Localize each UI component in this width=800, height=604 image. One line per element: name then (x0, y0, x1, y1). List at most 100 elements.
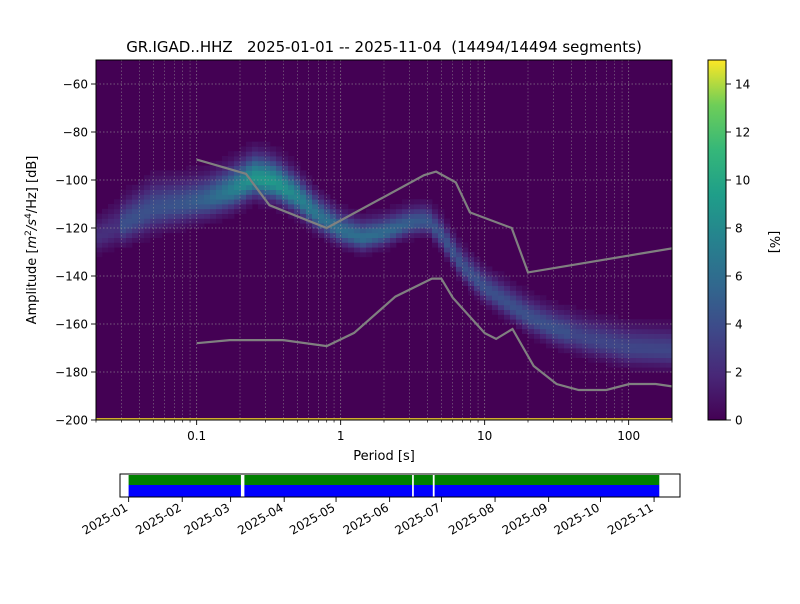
density-cell (552, 328, 559, 334)
density-cell (588, 357, 595, 363)
density-cell (432, 213, 439, 219)
density-cell (102, 208, 109, 214)
density-cell (186, 223, 193, 229)
density-cell (228, 180, 235, 186)
density-cell (594, 348, 601, 354)
density-cell (624, 328, 631, 334)
density-cell (456, 256, 463, 262)
density-cell (312, 223, 319, 229)
psd-coverage-bar (434, 475, 660, 485)
density-cell (126, 223, 133, 229)
density-cell (318, 189, 325, 195)
density-cell (342, 237, 349, 243)
density-cell (234, 184, 241, 190)
density-cell (534, 319, 541, 325)
density-cell (240, 180, 247, 186)
density-cell (222, 204, 229, 210)
density-cell (606, 338, 613, 344)
density-cell (96, 247, 103, 253)
density-cell (240, 165, 247, 171)
density-cell (516, 319, 523, 325)
density-cell (282, 151, 289, 157)
density-cell (108, 247, 115, 253)
density-cell (630, 362, 637, 368)
density-cell (606, 348, 613, 354)
high-noise-model-line (196, 158, 672, 274)
density-cell (630, 324, 637, 330)
density-cell (132, 237, 139, 243)
density-cell (588, 333, 595, 339)
density-cell (552, 304, 559, 310)
density-cell (360, 247, 367, 253)
density-cell (576, 348, 583, 354)
density-cell (522, 319, 529, 325)
density-cell (618, 319, 625, 325)
density-cell (348, 218, 355, 224)
density-cell (552, 333, 559, 339)
density-cell (432, 228, 439, 234)
density-cell (528, 300, 535, 306)
density-cell (588, 338, 595, 344)
density-cell (138, 218, 145, 224)
density-cell (324, 237, 331, 243)
density-cell (258, 141, 265, 147)
density-cell (324, 194, 331, 200)
density-cell (474, 256, 481, 262)
density-cell (216, 218, 223, 224)
density-cell (300, 208, 307, 214)
density-cell (636, 338, 643, 344)
density-cell (276, 175, 283, 181)
density-cell (534, 295, 541, 301)
density-cell (414, 223, 421, 229)
density-cell (414, 208, 421, 214)
density-cell (522, 290, 529, 296)
density-cell (534, 328, 541, 334)
density-cell (120, 194, 127, 200)
psd-density-heatmap (96, 141, 672, 420)
density-cell (180, 180, 187, 186)
density-cell (240, 199, 247, 205)
density-cell (282, 180, 289, 186)
density-cell (654, 319, 661, 325)
density-cell (336, 232, 343, 238)
density-cell (252, 156, 259, 162)
density-cell (342, 223, 349, 229)
density-cell (492, 276, 499, 282)
density-cell (648, 352, 655, 358)
density-cell (240, 189, 247, 195)
density-cell (246, 160, 253, 166)
density-cell (624, 319, 631, 325)
density-cell (276, 208, 283, 214)
y-tick-label: −60 (63, 78, 88, 92)
density-cell (264, 151, 271, 157)
density-cell (462, 247, 469, 253)
density-cell (210, 199, 217, 205)
density-cell (456, 247, 463, 253)
density-cell (198, 213, 205, 219)
density-cell (486, 295, 493, 301)
density-cell (276, 204, 283, 210)
density-cell (174, 223, 181, 229)
density-cell (408, 204, 415, 210)
colorbar: 0 2 4 6 8 10 12 14 [%] (707, 59, 781, 428)
density-cell (528, 319, 535, 325)
density-cell (126, 237, 133, 243)
density-cell (300, 170, 307, 176)
density-cell (570, 309, 577, 315)
density-cell (312, 204, 319, 210)
density-cell (654, 333, 661, 339)
density-cell (198, 204, 205, 210)
density-cell (204, 218, 211, 224)
density-cell (180, 184, 187, 190)
density-cell (270, 146, 277, 152)
density-cell (234, 170, 241, 176)
density-cell (648, 319, 655, 325)
density-cell (426, 223, 433, 229)
density-cell (564, 324, 571, 330)
colorbar-tick-label: 2 (735, 366, 743, 380)
density-cell (204, 175, 211, 181)
density-cell (372, 247, 379, 253)
density-cell (252, 189, 259, 195)
density-cell (258, 199, 265, 205)
density-cell (234, 151, 241, 157)
